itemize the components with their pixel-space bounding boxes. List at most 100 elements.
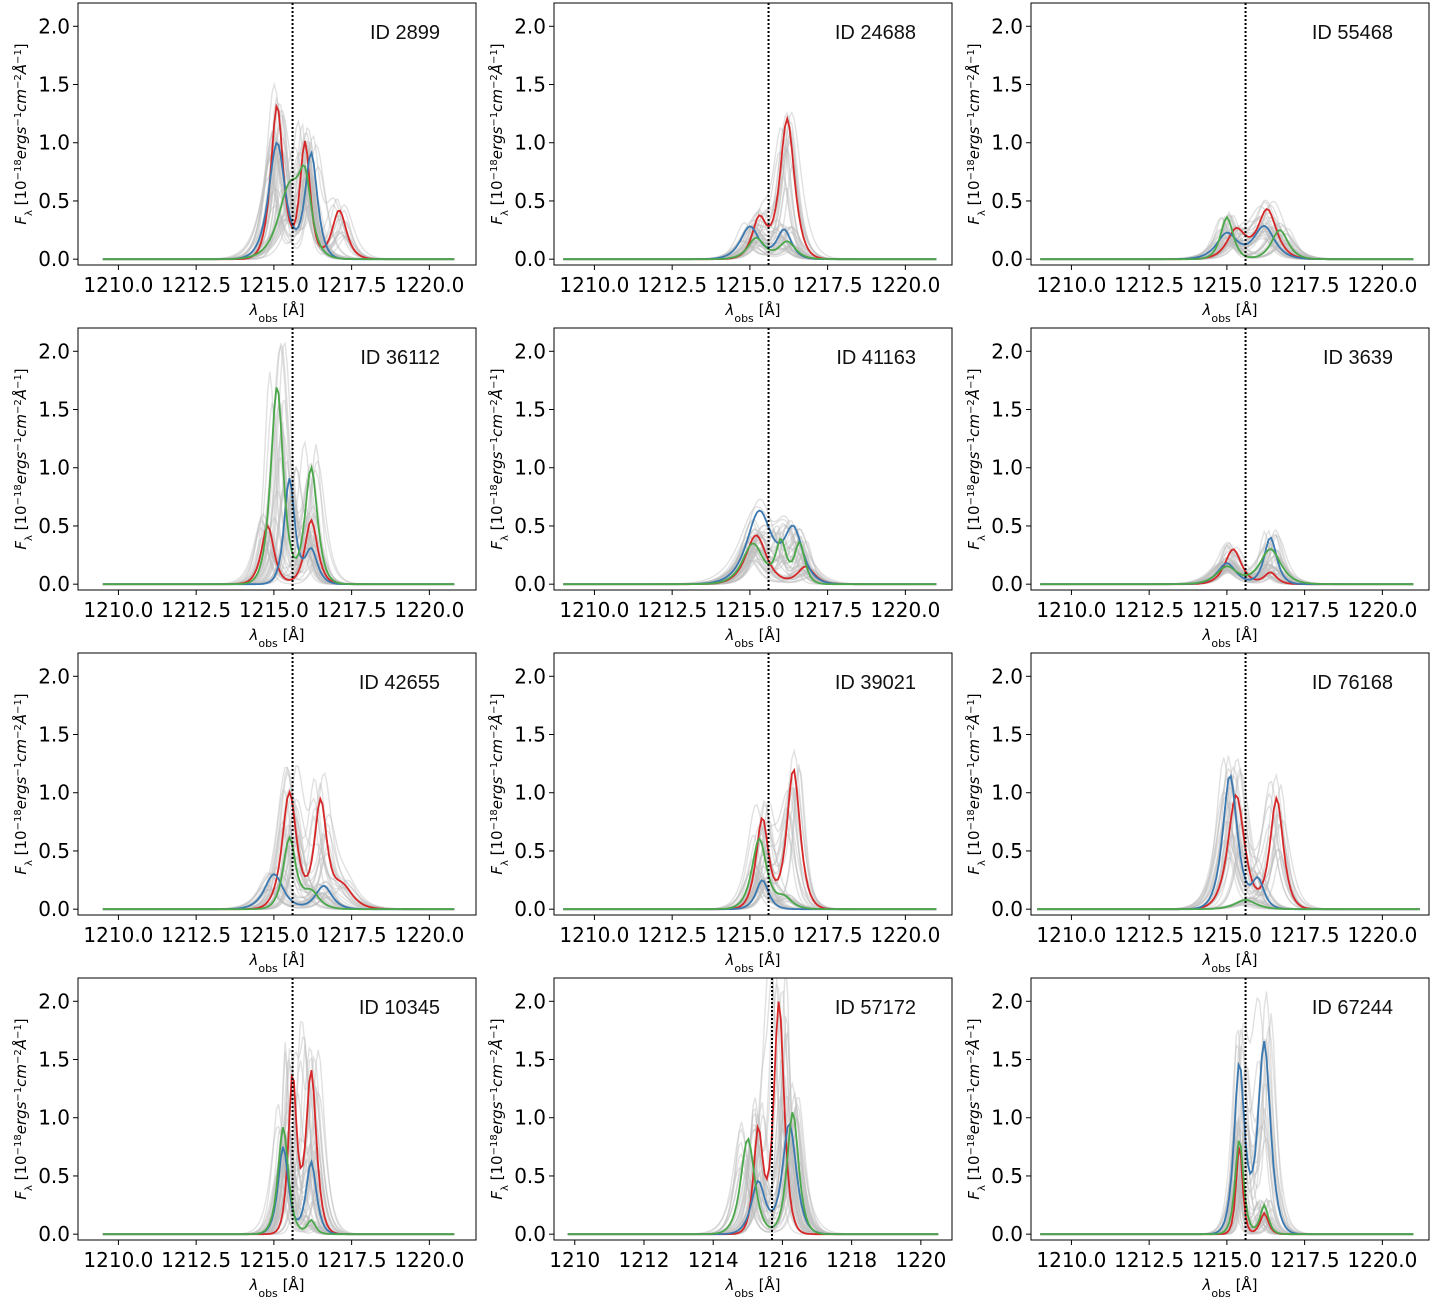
y-axis-label: Fλ [10−18ergs−1cm−2Å−1] [487, 1018, 511, 1199]
x-tick-label: 1220.0 [394, 923, 464, 947]
series-line-green [1040, 215, 1414, 261]
series-line-green [102, 164, 455, 261]
x-tick-label: 1220.0 [870, 598, 940, 622]
series-line-red [563, 115, 937, 261]
series-line-red [563, 767, 937, 911]
y-axis-label: Fλ [10−18ergs−1cm−2Å−1] [487, 693, 511, 874]
x-tick-label: 1214 [688, 1248, 739, 1272]
x-tick-label: 1215.0 [239, 598, 309, 622]
y-tick-label: 1.0 [514, 1106, 546, 1130]
x-tick-label: 1212.5 [161, 1248, 231, 1272]
subplot-2: 1210.0 1212.5 1215.0 1217.5 1220.0 0.0 0.5 1.0 1… [487, 2, 953, 325]
x-tick-label: 1212.5 [161, 923, 231, 947]
y-tick-label: 1.5 [38, 723, 70, 747]
x-tick-label: 1217.5 [793, 923, 863, 947]
x-tick-label: 1212.5 [1114, 598, 1184, 622]
x-tick-label: 1212 [619, 1248, 670, 1272]
y-axis-label: Fλ [10−18ergs−1cm−2Å−1] [11, 1018, 35, 1199]
plot-area [1037, 755, 1420, 911]
y-tick-label: 0.5 [991, 514, 1023, 538]
y-tick-label: 2.0 [991, 664, 1023, 688]
x-tick-label: 1220.0 [394, 1248, 464, 1272]
object-id-label: ID 67244 [1312, 997, 1393, 1019]
plot-area [102, 81, 455, 261]
series-line-green [1037, 898, 1420, 911]
y-tick-label: 1.5 [991, 723, 1023, 747]
y-tick-label: 0.0 [38, 247, 70, 271]
subplot-8: 1210.0 1212.5 1215.0 1217.5 1220.0 0.0 0.5 1.0 1… [487, 652, 953, 975]
x-tick-label: 1217.5 [317, 598, 387, 622]
x-tick-label: 1217.5 [1270, 1248, 1340, 1272]
x-tick-label: 1215.0 [239, 273, 309, 297]
object-id-label: ID 42655 [359, 672, 440, 694]
y-tick-label: 2.0 [514, 14, 546, 38]
series-line-green [102, 835, 455, 911]
x-tick-label: 1212.5 [1114, 923, 1184, 947]
object-id-label: ID 2899 [370, 22, 440, 44]
x-tick-label: 1212.5 [161, 598, 231, 622]
subplot-3: 1210.0 1212.5 1215.0 1217.5 1220.0 0.0 0.5 1.0 1… [964, 2, 1430, 325]
x-tick-label: 1212.5 [161, 273, 231, 297]
axes-frame [77, 652, 477, 916]
x-tick-label: 1217.5 [317, 1248, 387, 1272]
y-tick-label: 1.5 [991, 1048, 1023, 1072]
y-tick-label: 0.5 [38, 1164, 70, 1188]
plot-area [102, 340, 455, 586]
x-tick-label: 1210.0 [83, 598, 153, 622]
x-tick-label: 1217.5 [793, 598, 863, 622]
y-tick-label: 0.0 [514, 572, 546, 596]
y-tick-label: 1.5 [514, 398, 546, 422]
x-tick-label: 1217.5 [1270, 273, 1340, 297]
axes-frame [1030, 652, 1430, 916]
y-tick-label: 1.5 [514, 1048, 546, 1072]
y-tick-label: 1.5 [991, 73, 1023, 97]
y-tick-label: 0.0 [991, 572, 1023, 596]
x-tick-label: 1210.0 [83, 1248, 153, 1272]
x-axis-label: λobs [Å] [248, 1275, 304, 1300]
y-tick-label: 0.0 [514, 247, 546, 271]
x-tick-label: 1210.0 [559, 598, 629, 622]
x-tick-label: 1210.0 [559, 273, 629, 297]
y-tick-label: 0.0 [514, 897, 546, 921]
x-axis-label: λobs [Å] [1201, 1275, 1257, 1300]
x-axis-label: λobs [Å] [724, 1275, 780, 1300]
subplot-9: 1210.0 1212.5 1215.0 1217.5 1220.0 0.0 0.5 1.0 1… [964, 652, 1430, 975]
y-tick-label: 1.0 [514, 456, 546, 480]
axes-frame [553, 652, 953, 916]
series-line-green [102, 1126, 455, 1236]
y-tick-label: 1.0 [514, 131, 546, 155]
plot-area [563, 110, 937, 261]
object-id-label: ID 36112 [360, 347, 440, 369]
x-tick-label: 1215.0 [239, 1248, 309, 1272]
x-tick-label: 1210.0 [83, 923, 153, 947]
x-tick-label: 1212.5 [637, 598, 707, 622]
subplot-10: 1210.0 1212.5 1215.0 1217.5 1220.0 0.0 0.5 1.0 1… [11, 977, 477, 1300]
x-tick-label: 1210.0 [1036, 1248, 1106, 1272]
y-axis-label: Fλ [10−18ergs−1cm−2Å−1] [964, 693, 988, 874]
x-axis-label: λobs [Å] [1201, 300, 1257, 325]
plot-area [567, 978, 939, 1236]
subplot-12: 1210.0 1212.5 1215.0 1217.5 1220.0 0.0 0.5 1.0 1… [964, 977, 1430, 1300]
y-tick-label: 0.5 [38, 514, 70, 538]
series-line-green [567, 1112, 939, 1236]
y-tick-label: 1.0 [991, 456, 1023, 480]
y-tick-label: 0.0 [38, 897, 70, 921]
x-tick-label: 1220.0 [1347, 273, 1417, 297]
y-tick-label: 1.0 [991, 781, 1023, 805]
x-tick-label: 1215.0 [1192, 1248, 1262, 1272]
y-tick-label: 0.5 [38, 189, 70, 213]
y-tick-label: 1.5 [38, 1048, 70, 1072]
x-tick-label: 1212.5 [1114, 1248, 1184, 1272]
object-id-label: ID 76168 [1312, 672, 1393, 694]
y-tick-label: 1.0 [38, 781, 70, 805]
y-tick-label: 2.0 [514, 339, 546, 363]
y-tick-label: 1.5 [991, 398, 1023, 422]
y-axis-label: Fλ [10−18ergs−1cm−2Å−1] [11, 693, 35, 874]
y-tick-label: 0.5 [991, 839, 1023, 863]
y-tick-label: 1.0 [991, 131, 1023, 155]
y-tick-label: 0.5 [514, 1164, 546, 1188]
x-axis-label: λobs [Å] [248, 625, 304, 650]
x-axis-label: λobs [Å] [248, 300, 304, 325]
object-id-label: ID 55468 [1312, 22, 1393, 44]
